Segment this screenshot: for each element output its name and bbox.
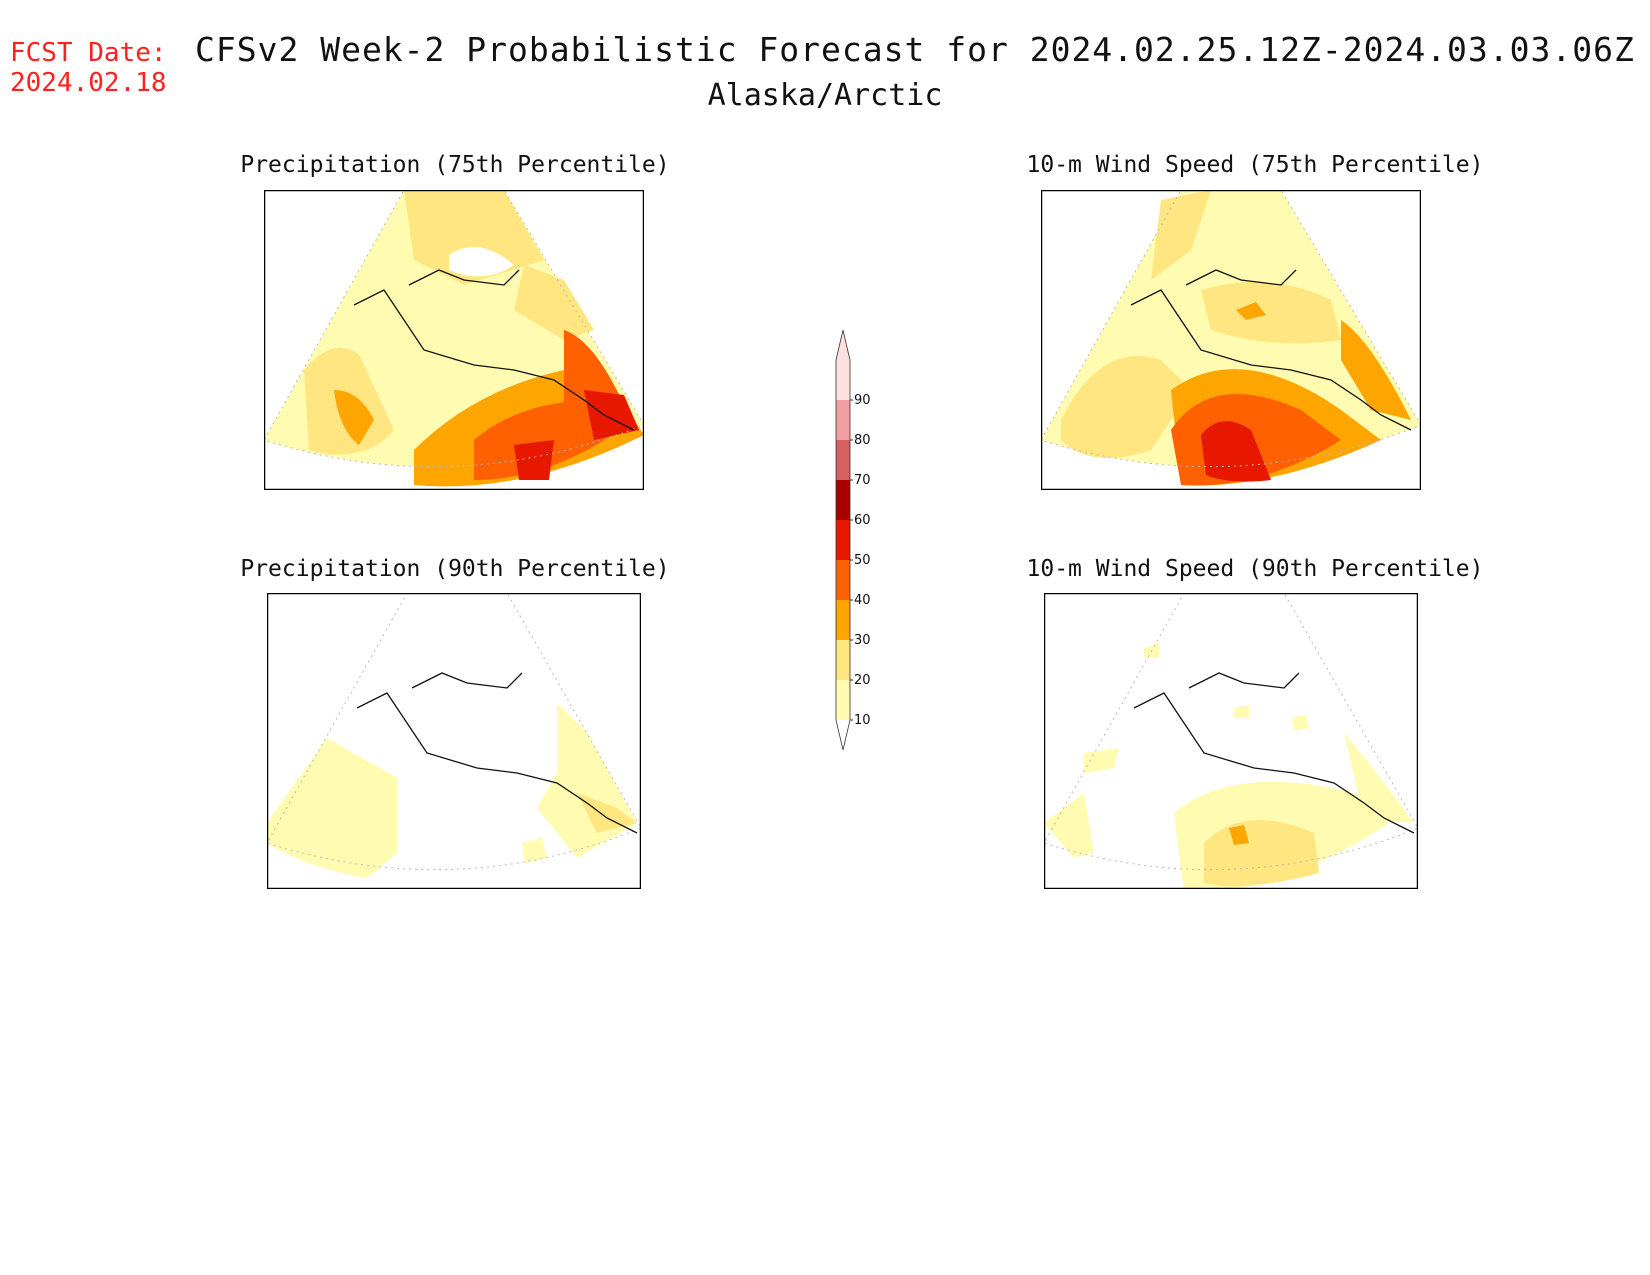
colorbar-tick-label: 10 [854,713,871,728]
colorbar-swatch [836,640,850,680]
map-wind-75 [1041,190,1421,490]
colorbar-swatch [836,680,850,720]
colorbar: 10 20 30 40 50 60 70 80 90 [835,330,871,750]
page-subtitle: Alaska/Arctic [707,78,943,113]
colorbar-tick-label: 50 [854,553,871,568]
panel-title-precip-75: Precipitation (75th Percentile) [240,152,670,178]
colorbar-swatch [836,440,850,480]
map-precip-75 [264,190,644,490]
map-precip-90 [267,593,641,889]
colorbar-tick-label: 60 [854,513,871,528]
colorbar-tip-bottom [836,720,850,750]
colorbar-tick-label: 80 [854,433,871,448]
forecast-date-value: 2024.02.18 [10,68,167,98]
colorbar-tip-top [836,330,850,360]
colorbar-swatch [836,600,850,640]
panel-title-wind-90: 10-m Wind Speed (90th Percentile) [1026,556,1484,582]
panel-title-wind-75: 10-m Wind Speed (75th Percentile) [1026,152,1484,178]
colorbar-tick-label: 20 [854,673,871,688]
colorbar-tick-label: 90 [854,393,871,408]
colorbar-tick-label: 30 [854,633,871,648]
colorbar-swatch [836,360,850,400]
colorbar-swatch [836,400,850,440]
colorbar-tick-label: 70 [854,473,871,488]
map-wind-90 [1044,593,1418,889]
colorbar-swatch [836,520,850,560]
panel-title-precip-90: Precipitation (90th Percentile) [240,556,670,582]
colorbar-swatch [836,480,850,520]
page-title: CFSv2 Week-2 Probabilistic Forecast for … [195,30,1635,69]
forecast-date-label: FCST Date: 2024.02.18 [10,38,167,98]
colorbar-swatch [836,560,850,600]
colorbar-tick-label: 40 [854,593,871,608]
